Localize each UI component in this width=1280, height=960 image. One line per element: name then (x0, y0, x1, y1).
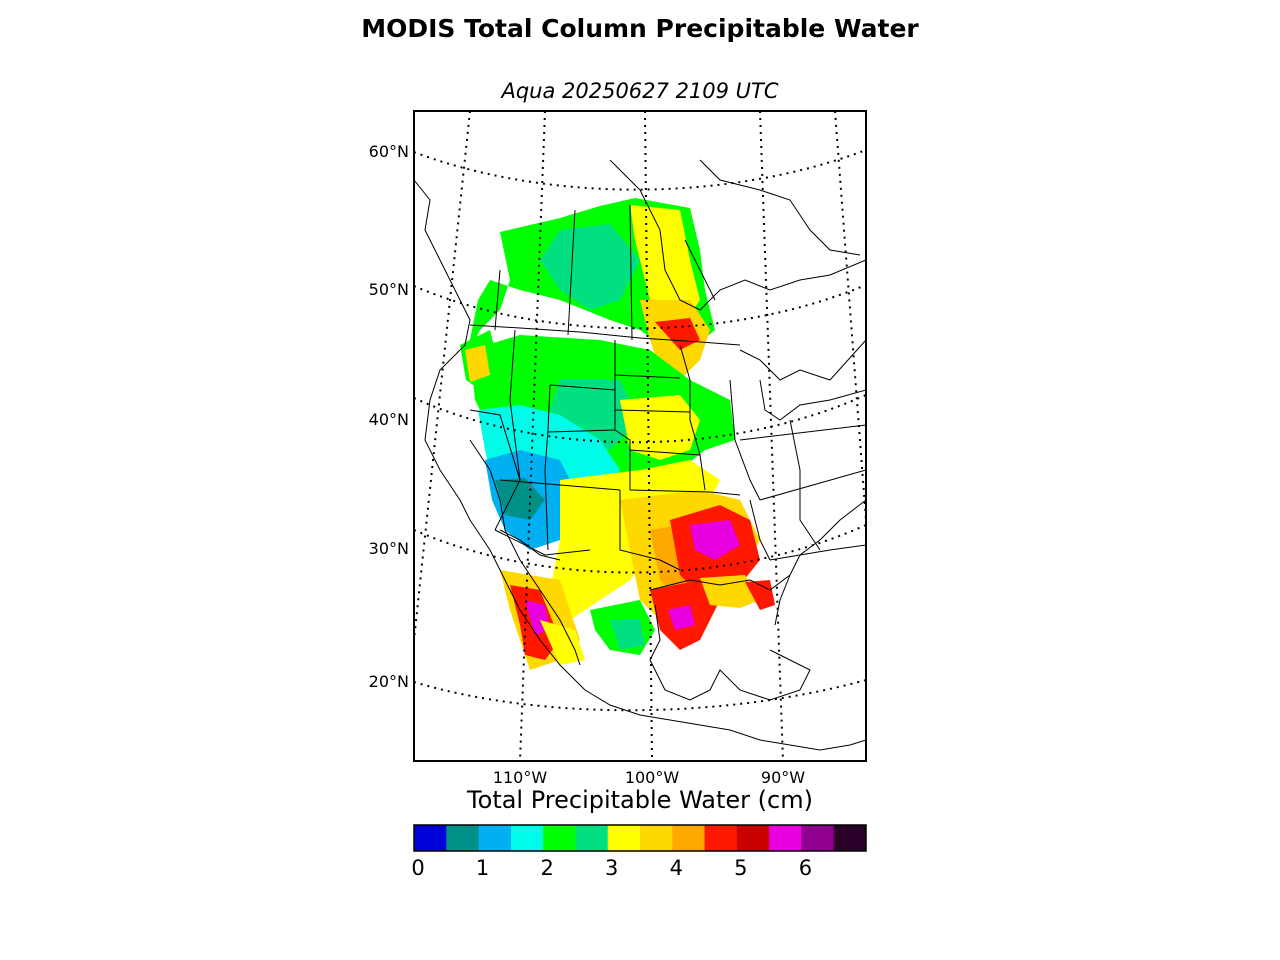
colorbar-tick-label: 6 (798, 856, 813, 880)
borders (469, 204, 866, 571)
colorbar-swatch (478, 825, 512, 851)
colorbar-tick-label: 2 (540, 856, 554, 880)
coastlines (414, 159, 866, 751)
lat-label-50: 50°N (369, 280, 409, 299)
colorbar-swatch (575, 825, 609, 851)
colorbar (414, 825, 867, 851)
lon-label-100: 100°W (625, 768, 680, 787)
colorbar-tick-label: 3 (605, 856, 619, 880)
figure-title: MODIS Total Column Precipitable Water (361, 14, 919, 43)
lat-label-30: 30°N (369, 539, 409, 558)
colorbar-swatch (833, 825, 867, 851)
colorbar-swatch (543, 825, 576, 851)
colorbar-tick-label: 1 (475, 856, 490, 880)
lat-label-40: 40°N (369, 410, 409, 429)
colorbar-tick-label: 5 (734, 856, 748, 880)
colorbar-swatch (510, 825, 544, 851)
colorbar-tick-label: 0 (411, 856, 425, 880)
colorbar-swatch (672, 825, 706, 851)
latitude-labels: 60°N 50°N 40°N 30°N 20°N (369, 142, 409, 691)
lat-label-60: 60°N (369, 142, 409, 161)
colorbar-frame (413, 824, 867, 852)
map-frame (413, 110, 867, 762)
figure-subtitle: Aqua 20250627 2109 UTC (501, 79, 779, 103)
colorbar-label: Total Precipitable Water (cm) (467, 786, 813, 814)
colorbar-swatch (801, 825, 835, 851)
tpw-swath (460, 198, 775, 670)
colorbar-tick-label: 4 (669, 856, 683, 880)
map-area (414, 111, 866, 761)
colorbar-swatch (414, 825, 447, 851)
colorbar-swatch (607, 825, 641, 851)
colorbar-swatch (769, 825, 802, 851)
colorbar-swatch (704, 825, 738, 851)
colorbar-swatch (736, 825, 770, 851)
colorbar-swatch (640, 825, 673, 851)
lon-label-90: 90°W (761, 768, 805, 787)
colorbar-swatch (446, 825, 480, 851)
longitude-labels: 110°W 100°W 90°W (493, 768, 805, 787)
lat-label-20: 20°N (369, 672, 409, 691)
lon-label-110: 110°W (493, 768, 548, 787)
graticule (414, 111, 866, 761)
